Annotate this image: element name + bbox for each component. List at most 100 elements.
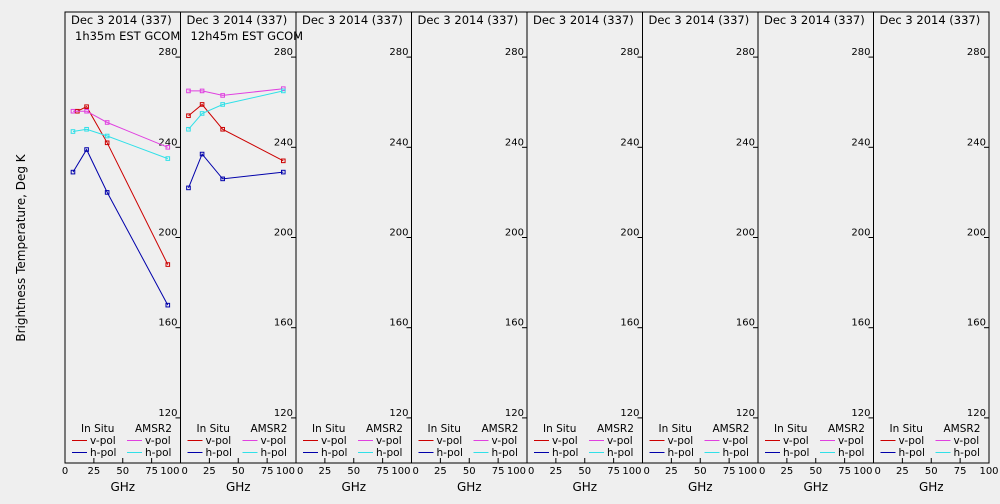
y-axis-label: Brightness Temperature, Deg K [14, 153, 28, 341]
y-tick-label: 120 [851, 408, 870, 419]
legend-amsr2-hpol-label: h-pol [376, 447, 402, 459]
x-tick-label: 25 [781, 466, 794, 477]
panel-title: Dec 3 2014 (337) [187, 13, 288, 27]
panel-subtitle: 12h45m EST GCOM [191, 29, 304, 43]
data-point [220, 102, 225, 107]
y-tick-label: 200 [620, 228, 639, 239]
x-tick-label: 50 [925, 466, 938, 477]
legend-amsr2-vpol-label: v-pol [376, 435, 402, 447]
data-point [199, 102, 205, 107]
x-tick-label: 75 [954, 466, 967, 477]
series-line-4 [188, 90, 284, 130]
legend-insitu-header: In Situ [81, 423, 114, 435]
data-point [220, 176, 225, 182]
y-tick-label: 160 [851, 318, 870, 329]
legend-amsr2-vpol-label: v-pol [261, 435, 287, 447]
x-tick-label: 0 [182, 466, 188, 477]
panel-3: 120 160 200 240 280 0 25 50 75 100 GHz Dec 3 2014 (… [295, 11, 412, 494]
x-tick-label: 100 [738, 466, 757, 477]
y-tick-label: 280 [736, 47, 755, 58]
y-tick-label: 200 [505, 228, 524, 239]
x-tick-label: 100 [979, 466, 998, 477]
series-line-2 [72, 148, 169, 306]
panel-title: Dec 3 2014 (337) [533, 13, 634, 27]
y-tick-label: 240 [505, 137, 524, 148]
legend-amsr2-hpol-label: h-pol [492, 447, 518, 459]
y-tick-label: 200 [851, 228, 870, 239]
x-tick-label: 0 [759, 466, 765, 477]
y-tick-label: 160 [389, 318, 408, 329]
legend-insitu-vpol-label: v-pol [437, 435, 463, 447]
data-point [199, 151, 205, 157]
x-tick-label: 75 [723, 466, 736, 477]
legend-insitu-vpol-label: v-pol [90, 435, 116, 447]
data-point [186, 185, 191, 191]
x-tick-label: 75 [838, 466, 851, 477]
data-point [104, 140, 110, 146]
x-tick-label: 50 [347, 466, 360, 477]
data-point [220, 126, 225, 132]
y-tick-label: 240 [620, 137, 639, 148]
x-tick-label: 0 [413, 466, 419, 477]
data-point [165, 156, 171, 161]
panel-2: 120 160 200 240 280 0 25 50 75 100 GHz Dec 3 2014 (… [180, 11, 304, 494]
legend-amsr2-header: AMSR2 [828, 423, 865, 435]
data-point [186, 126, 191, 132]
y-tick-label: 240 [967, 137, 986, 148]
x-tick-label: 100 [853, 466, 872, 477]
legend-amsr2-header: AMSR2 [597, 423, 634, 435]
legend-amsr2-vpol-label: v-pol [838, 435, 864, 447]
y-tick-label: 160 [158, 318, 177, 329]
x-tick-label: 75 [607, 466, 620, 477]
data-point [165, 145, 171, 150]
x-axis-label: GHz [341, 480, 366, 494]
x-tick-label: 50 [809, 466, 822, 477]
x-tick-label: 100 [391, 466, 410, 477]
y-tick-label: 200 [736, 228, 755, 239]
legend-amsr2-header: AMSR2 [366, 423, 403, 435]
y-tick-label: 160 [736, 318, 755, 329]
legend-insitu-header: In Situ [659, 423, 692, 435]
legend-amsr2-hpol-label: h-pol [838, 447, 864, 459]
x-axis-label: GHz [226, 480, 251, 494]
legend-amsr2-hpol-label: h-pol [723, 447, 749, 459]
x-tick-label: 0 [875, 466, 881, 477]
panel-title: Dec 3 2014 (337) [649, 13, 750, 27]
y-tick-label: 280 [620, 47, 639, 58]
legend-insitu-vpol-label: v-pol [899, 435, 925, 447]
legend-insitu-header: In Situ [428, 423, 461, 435]
legend-amsr2-vpol-label: v-pol [145, 435, 171, 447]
x-tick-label: 25 [434, 466, 447, 477]
data-point [186, 113, 191, 119]
series-line-1 [77, 106, 169, 265]
legend-insitu-header: In Situ [890, 423, 923, 435]
data-point [104, 190, 110, 195]
x-tick-label: 50 [232, 466, 245, 477]
y-tick-label: 160 [620, 318, 639, 329]
legend-amsr2-hpol-label: h-pol [145, 447, 171, 459]
y-tick-label: 240 [736, 137, 755, 148]
legend-amsr2-hpol-label: h-pol [954, 447, 980, 459]
panel-7: 120 160 200 240 280 0 25 50 75 100 GHz Dec 3 2014 (… [757, 11, 874, 494]
y-tick-label: 240 [274, 137, 293, 148]
legend-amsr2-vpol-label: v-pol [492, 435, 518, 447]
y-tick-label: 200 [389, 228, 408, 239]
y-tick-label: 120 [389, 408, 408, 419]
x-tick-label: 75 [492, 466, 505, 477]
y-tick-label: 200 [967, 228, 986, 239]
x-axis-label: GHz [572, 480, 597, 494]
panel-title: Dec 3 2014 (337) [418, 13, 519, 27]
y-tick-label: 280 [389, 47, 408, 58]
series-line-4 [72, 128, 168, 160]
data-point [280, 169, 286, 175]
y-tick-label: 200 [158, 228, 177, 239]
x-axis-label: GHz [688, 480, 713, 494]
series-line-3 [188, 88, 284, 96]
x-tick-label: 25 [550, 466, 563, 477]
panel-8: 120 160 200 240 280 0 25 50 75 100 GHz Dec 3 2014 (… [873, 11, 999, 494]
y-tick-label: 120 [158, 408, 177, 419]
legend-amsr2-header: AMSR2 [251, 423, 288, 435]
y-tick-label: 200 [274, 228, 293, 239]
x-tick-label: 0 [644, 466, 650, 477]
